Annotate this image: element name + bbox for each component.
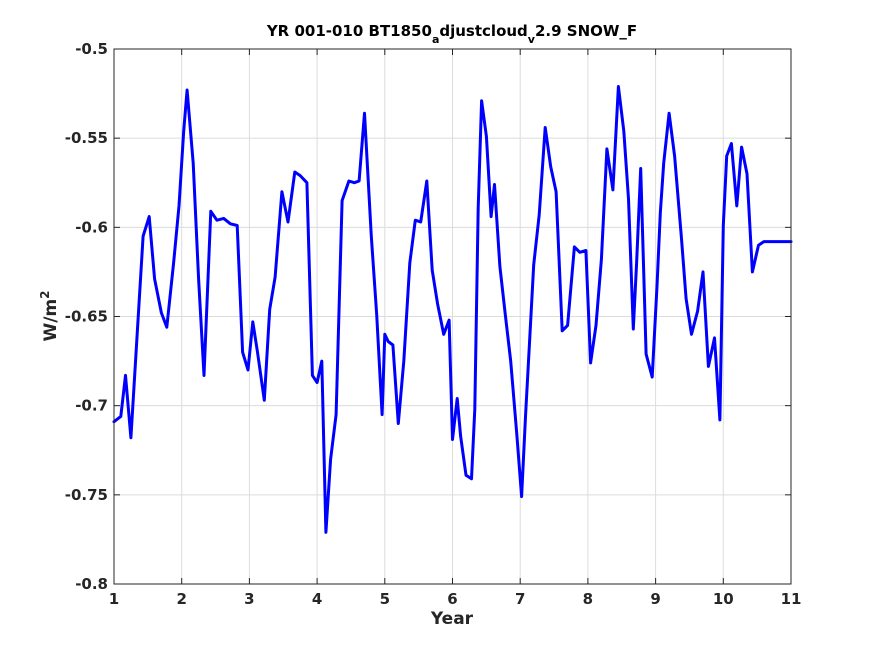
title-sub2: v bbox=[528, 33, 536, 46]
x-tick-label: 9 bbox=[650, 590, 660, 608]
y-tick-label: -0.7 bbox=[75, 397, 108, 415]
title-part2: djustcloud bbox=[439, 22, 527, 40]
y-tick-label: -0.6 bbox=[75, 218, 108, 236]
x-tick-label: 4 bbox=[312, 590, 322, 608]
series-line bbox=[112, 85, 793, 534]
x-tick-label: 7 bbox=[515, 590, 525, 608]
title-part1: YR 001-010 BT1850 bbox=[266, 22, 432, 40]
x-tick-label: 11 bbox=[781, 590, 802, 608]
y-axis-label: W/m2 bbox=[38, 290, 61, 341]
x-tick-label: 1 bbox=[109, 590, 119, 608]
title-sub1: a bbox=[432, 33, 439, 46]
x-tick-label: 10 bbox=[713, 590, 734, 608]
y-tick-label: -0.65 bbox=[65, 308, 108, 326]
y-axis-label-base: W/m bbox=[41, 299, 61, 342]
x-axis-label: Year bbox=[430, 609, 474, 629]
y-axis-label-sup: 2 bbox=[38, 290, 52, 298]
y-tick-label: -0.8 bbox=[75, 575, 108, 593]
y-tick-labels: -0.8 -0.75 -0.7 -0.65 -0.6 -0.55 -0.5 bbox=[65, 40, 108, 593]
x-tick-label: 8 bbox=[583, 590, 593, 608]
x-tick-labels: 1 2 3 4 5 6 7 8 9 10 11 bbox=[109, 590, 802, 608]
x-tick-label: 6 bbox=[447, 590, 457, 608]
y-tick-label: -0.55 bbox=[65, 129, 108, 147]
x-tick-label: 3 bbox=[244, 590, 254, 608]
chart-title: YR 001-010 BT1850adjustcloudv2.9 SNOW_F bbox=[266, 22, 637, 46]
x-tick-label: 2 bbox=[176, 590, 186, 608]
plot-frame bbox=[113, 48, 792, 585]
y-tick-label: -0.5 bbox=[75, 40, 108, 58]
title-part3: 2.9 SNOW_F bbox=[535, 22, 637, 40]
x-tick-label: 5 bbox=[380, 590, 390, 608]
y-tick-label: -0.75 bbox=[65, 486, 108, 504]
